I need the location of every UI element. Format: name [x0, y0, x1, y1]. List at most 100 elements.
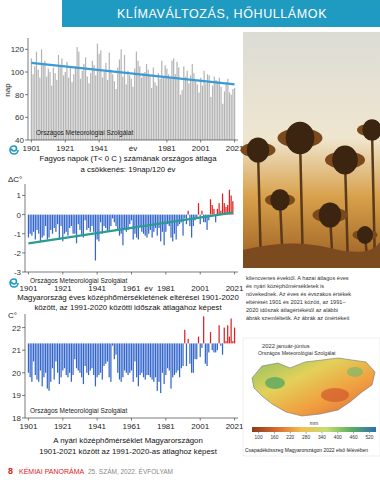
- bar: [110, 343, 111, 381]
- bar: [36, 343, 37, 379]
- bar: [99, 54, 100, 140]
- bar: [163, 77, 164, 140]
- x-tick-label: 1901: [20, 284, 38, 293]
- chart: 18192021221901192119411961198120012021C°…: [8, 311, 244, 456]
- bar: [203, 215, 204, 223]
- bar: [202, 86, 203, 140]
- bar: [119, 215, 120, 236]
- bar: [88, 215, 89, 228]
- flower-head: [247, 137, 269, 162]
- bar: [182, 90, 183, 140]
- bar: [198, 337, 199, 344]
- bar: [188, 83, 189, 140]
- colorbar-tick: [290, 432, 291, 434]
- swirl-icon: [10, 146, 18, 154]
- bar: [109, 215, 110, 230]
- bar: [198, 203, 199, 214]
- colorbar-tick: [274, 432, 275, 434]
- y-tick-label: 0: [17, 211, 22, 220]
- bar: [114, 343, 115, 359]
- bar: [35, 343, 36, 375]
- bar: [201, 343, 202, 348]
- bar: [36, 52, 37, 140]
- source-note: Országos Meteorológiai Szolgálat: [36, 129, 133, 137]
- y-tick: [22, 395, 25, 396]
- bar: [148, 343, 149, 375]
- bar: [67, 343, 68, 377]
- bar: [193, 343, 194, 372]
- bar: [127, 343, 128, 375]
- bar: [197, 84, 198, 140]
- y-tick-label: 22: [12, 324, 21, 333]
- bar: [38, 215, 39, 234]
- bar: [47, 343, 48, 388]
- bar: [191, 343, 192, 372]
- x-tick: [166, 140, 167, 143]
- x-tick-label: 1901: [20, 422, 38, 431]
- map-caption: Csapadékösszeg Magyarországon 2022 első …: [245, 447, 368, 453]
- colorbar-tick-label: 100: [255, 435, 263, 440]
- bar: [28, 215, 29, 238]
- colorbar-tick-label: 520: [365, 435, 373, 440]
- x-tick: [234, 272, 235, 275]
- x-tick: [97, 272, 98, 275]
- bar: [103, 343, 104, 366]
- bar: [107, 343, 108, 361]
- bar: [30, 343, 31, 377]
- y-axis-label: nap: [3, 83, 12, 97]
- chart-title: Magyarország éves középhőmérsékletének e…: [17, 293, 239, 302]
- bar: [210, 332, 211, 343]
- bar: [103, 215, 104, 226]
- bar: [28, 343, 29, 372]
- bar: [168, 74, 169, 140]
- bar: [134, 69, 135, 140]
- bar: [121, 215, 122, 234]
- header-title: KLÍMAVÁLTOZÁS, HŐHULLÁMOK: [117, 6, 327, 21]
- bar: [200, 78, 201, 140]
- footer-issue: 25. SZÁM, 2022. ÉVFOLYAM: [88, 467, 173, 475]
- y-axis: [25, 184, 26, 272]
- x-tick: [62, 272, 63, 275]
- bar: [203, 316, 204, 343]
- bar: [183, 66, 184, 140]
- bar: [93, 343, 94, 375]
- bar: [95, 215, 96, 261]
- x-tick-label: 1981: [157, 422, 175, 431]
- y-tick: [22, 252, 25, 253]
- bar: [158, 343, 159, 381]
- y-tick-label: 20: [12, 369, 21, 378]
- bar: [185, 77, 186, 140]
- bar: [188, 339, 189, 344]
- bar: [213, 209, 214, 215]
- bar: [60, 343, 61, 377]
- x-tick-label: 1941: [90, 144, 108, 153]
- bar: [57, 215, 58, 225]
- article-line: és nyári középhőmérsékletek is: [246, 283, 324, 289]
- chart: 406080100120190119211941198120012021napé…: [3, 38, 244, 174]
- bar: [31, 343, 32, 381]
- colorbar-tick-label: 460: [350, 435, 358, 440]
- bar: [55, 215, 56, 232]
- colorbar-tick-label: 280: [302, 435, 310, 440]
- bar: [50, 215, 51, 230]
- bar: [212, 343, 213, 350]
- bar: [36, 215, 37, 230]
- plot-marks: [28, 316, 235, 393]
- trend-line: [28, 213, 232, 244]
- bar: [117, 343, 118, 372]
- bar: [129, 343, 130, 372]
- bar: [81, 343, 82, 377]
- x-tick-label: 1921: [54, 284, 72, 293]
- y-tick: [25, 117, 28, 118]
- map-title: 2022 január-június: [262, 343, 310, 349]
- bar: [217, 209, 218, 215]
- bar: [134, 343, 135, 361]
- bar: [143, 343, 144, 377]
- bar: [126, 343, 127, 372]
- article-line: 2020 időszak átlagértékétől az alábbi: [246, 307, 338, 313]
- y-tick: [25, 94, 28, 95]
- bar: [227, 79, 228, 140]
- bar: [232, 89, 233, 140]
- bar: [107, 215, 108, 232]
- colorbar-tick-label: 160: [270, 435, 278, 440]
